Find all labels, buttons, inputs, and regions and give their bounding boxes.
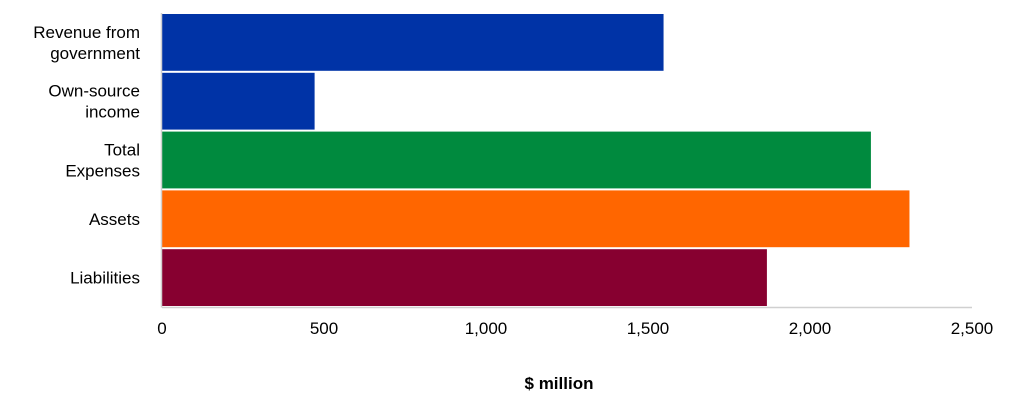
category-label-line: income: [85, 103, 140, 122]
x-axis-ticks: 0 500 1,000 1,500 2,000 2,500: [157, 319, 993, 338]
category-label-line: Revenue from: [33, 23, 140, 42]
category-label-0: Revenue from government: [33, 23, 140, 63]
category-label-line: Expenses: [65, 162, 140, 181]
x-tick-label: 1,000: [465, 319, 508, 338]
category-label-1: Own-source income: [48, 82, 140, 122]
x-tick-label: 2,500: [951, 319, 994, 338]
category-label-line: Liabilities: [70, 269, 140, 288]
x-tick-label: 0: [157, 319, 166, 338]
category-label-4: Liabilities: [70, 269, 140, 288]
category-label-line: Own-source: [48, 82, 140, 101]
bar-0: [162, 14, 664, 71]
x-axis-title: $ million: [525, 374, 594, 393]
category-label-line: Assets: [89, 210, 140, 229]
x-tick-label: 500: [310, 319, 338, 338]
category-label-3: Assets: [89, 210, 140, 229]
category-label-line: Total: [104, 141, 140, 160]
x-tick-label: 1,500: [627, 319, 670, 338]
x-tick-label: 2,000: [789, 319, 832, 338]
bars-group: [162, 14, 910, 306]
bar-2: [162, 131, 871, 189]
category-label-2: Total Expenses: [65, 141, 140, 181]
category-label-line: government: [50, 44, 140, 63]
bar-4: [162, 249, 767, 306]
category-labels: Revenue from government Own-source income To…: [33, 23, 140, 288]
bar-3: [162, 190, 910, 248]
bar-1: [162, 72, 315, 130]
